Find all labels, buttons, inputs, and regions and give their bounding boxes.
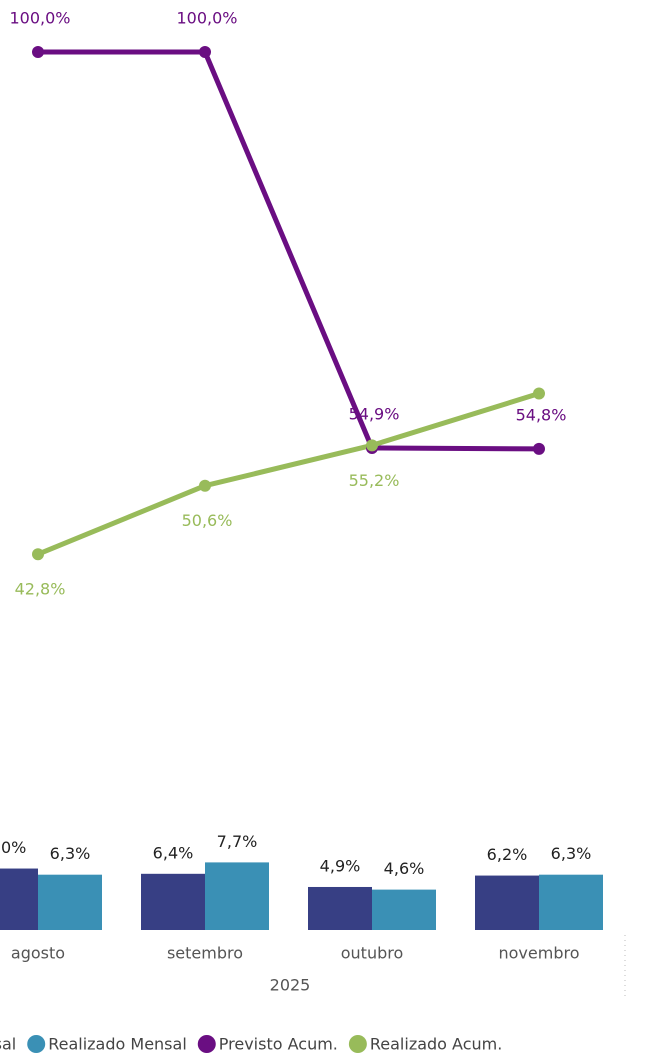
x-tick-label: novembro [499,944,580,963]
line-label: 54,9% [349,404,400,423]
legend-label: Previsto Mensal [0,1035,16,1054]
legend-marker [348,1035,367,1053]
x-axis-title: 2025 [270,976,311,995]
bar-label: 6,3% [551,844,592,863]
legend-label: Realizado Mensal [48,1035,187,1054]
bar [308,886,372,930]
legend-marker [27,1035,46,1053]
bar [0,868,38,930]
bar [475,875,539,930]
line-point [533,387,545,400]
legend-marker [197,1035,216,1053]
x-tick-label: setembro [167,944,243,963]
bar-label: 7,0% [0,838,26,857]
bar [372,889,436,930]
line-label: 100,0% [9,9,70,28]
line-point [533,442,545,455]
line-label: 55,2% [349,471,400,490]
bar-label: 6,2% [487,845,528,864]
bar [205,862,269,930]
bar [539,874,603,930]
line-label: 42,8% [15,580,66,599]
line-label: 50,6% [182,511,233,530]
bar-label: 4,9% [320,856,361,875]
legend-label: Previsto Acum. [219,1035,338,1054]
x-tick-label: outubro [341,944,404,963]
line-point [32,548,44,561]
line-point [199,46,211,58]
line-label: 54,8% [516,405,567,424]
line-point [366,439,378,452]
bar-label: 4,6% [384,859,425,878]
bar-label: 6,4% [153,843,194,862]
bar-label: 6,3% [50,844,91,863]
line [37,391,540,557]
bar-label: 7,7% [217,832,258,851]
legend-label: Realizado Acum. [370,1035,502,1054]
bar [141,873,205,930]
bar [38,874,102,930]
line-point [32,46,44,58]
line-point [199,479,211,492]
x-tick-label: agosto [11,944,65,963]
line-label: 100,0% [176,9,237,28]
line [38,49,540,452]
